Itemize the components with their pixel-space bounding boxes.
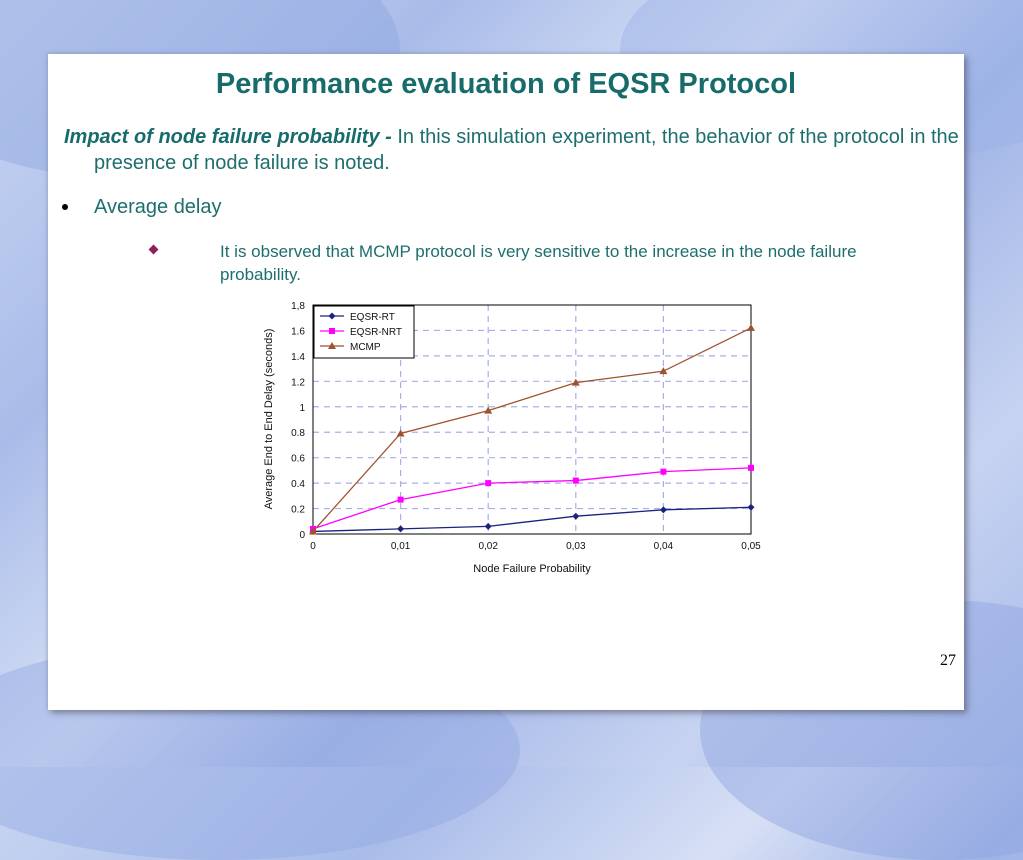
x-tick-label: 0,03 bbox=[566, 541, 586, 552]
data-point-eqsr-nrt bbox=[572, 477, 579, 484]
intro-lead: Impact of node failure probability - bbox=[64, 126, 392, 148]
intro-paragraph: Impact of node failure probability - In … bbox=[64, 124, 984, 176]
data-point-eqsr-rt bbox=[747, 503, 755, 511]
y-tick-label: 1 bbox=[299, 403, 305, 414]
intro-text: In this simulation experiment, the behav… bbox=[94, 126, 959, 174]
data-point-eqsr-rt bbox=[397, 525, 405, 533]
data-point-eqsr-nrt bbox=[397, 496, 404, 503]
y-axis-label: Average End to End Delay (seconds) bbox=[263, 329, 275, 510]
y-tick-label: 0 bbox=[299, 530, 305, 541]
legend-label-eqsr-rt: EQSR-RT bbox=[350, 312, 395, 323]
bullet-dot-icon bbox=[62, 204, 68, 210]
series-line-eqsr-nrt bbox=[312, 467, 752, 530]
y-tick-label: 0.6 bbox=[291, 454, 305, 465]
data-point-mcmp bbox=[571, 378, 580, 386]
bullet-average-delay-text: Average delay bbox=[94, 196, 222, 218]
chart-container: 0 0.2 0.4 0.6 0.8 1 1.2 1.4 1.6 1,8 0 0,01 0,02 0,03 0… bbox=[256, 296, 769, 580]
y-tick-label: 1,8 bbox=[291, 301, 305, 312]
x-tick-label: 0 bbox=[310, 541, 316, 552]
delay-chart: 0 0.2 0.4 0.6 0.8 1 1.2 1.4 1.6 1,8 0 0,01 0,02 0,03 0… bbox=[263, 301, 761, 575]
y-tick-label: 0.8 bbox=[291, 428, 305, 439]
legend-marker-mcmp bbox=[328, 342, 336, 349]
grid-layer bbox=[313, 305, 751, 534]
y-tick-label: 0.4 bbox=[291, 479, 305, 490]
series-layer bbox=[309, 323, 755, 535]
legend: EQSR-RT EQSR-NRT MCMP bbox=[313, 305, 415, 359]
series-line-mcmp bbox=[312, 327, 752, 532]
legend-label-eqsr-nrt: EQSR-NRT bbox=[350, 327, 402, 338]
x-axis-label: Node Failure Probability bbox=[473, 563, 591, 575]
legend-marker-eqsr-rt bbox=[328, 312, 336, 320]
data-point-eqsr-nrt bbox=[660, 468, 667, 475]
data-point-eqsr-rt bbox=[484, 522, 492, 530]
data-point-eqsr-nrt bbox=[485, 480, 492, 487]
data-point-eqsr-rt bbox=[572, 512, 580, 520]
plot-frame bbox=[312, 304, 752, 535]
y-tick-label: 0.2 bbox=[291, 505, 305, 516]
x-tick-label: 0,05 bbox=[741, 541, 761, 552]
y-tick-label: 1.4 bbox=[291, 352, 305, 363]
slide: Performance evaluation of EQSR Protocol … bbox=[48, 54, 964, 710]
tick-layer: 0 0.2 0.4 0.6 0.8 1 1.2 1.4 1.6 1,8 0 0,01 0,02 0,03 0… bbox=[291, 301, 761, 552]
data-point-eqsr-nrt bbox=[748, 464, 754, 471]
data-point-mcmp bbox=[747, 323, 755, 331]
x-tick-label: 0,01 bbox=[391, 541, 411, 552]
y-tick-label: 1.2 bbox=[291, 377, 305, 388]
data-point-mcmp bbox=[484, 406, 493, 414]
data-point-mcmp bbox=[309, 527, 317, 535]
legend-marker-eqsr-nrt bbox=[329, 328, 335, 334]
data-point-eqsr-rt bbox=[659, 506, 667, 514]
series-line-eqsr-rt bbox=[312, 506, 752, 533]
series-mcmp bbox=[309, 323, 755, 535]
data-point-mcmp bbox=[659, 367, 668, 375]
x-tick-label: 0,02 bbox=[478, 541, 498, 552]
sub-bullet-observation-text: It is observed that MCMP protocol is ver… bbox=[220, 242, 857, 284]
slide-title: Performance evaluation of EQSR Protocol bbox=[215, 68, 797, 100]
page-number: 27 bbox=[940, 652, 956, 669]
x-tick-label: 0,04 bbox=[654, 541, 674, 552]
diamond-bullet-icon bbox=[148, 244, 159, 255]
legend-label-mcmp: MCMP bbox=[350, 342, 381, 353]
y-tick-label: 1.6 bbox=[291, 326, 305, 337]
data-point-mcmp bbox=[396, 429, 405, 437]
